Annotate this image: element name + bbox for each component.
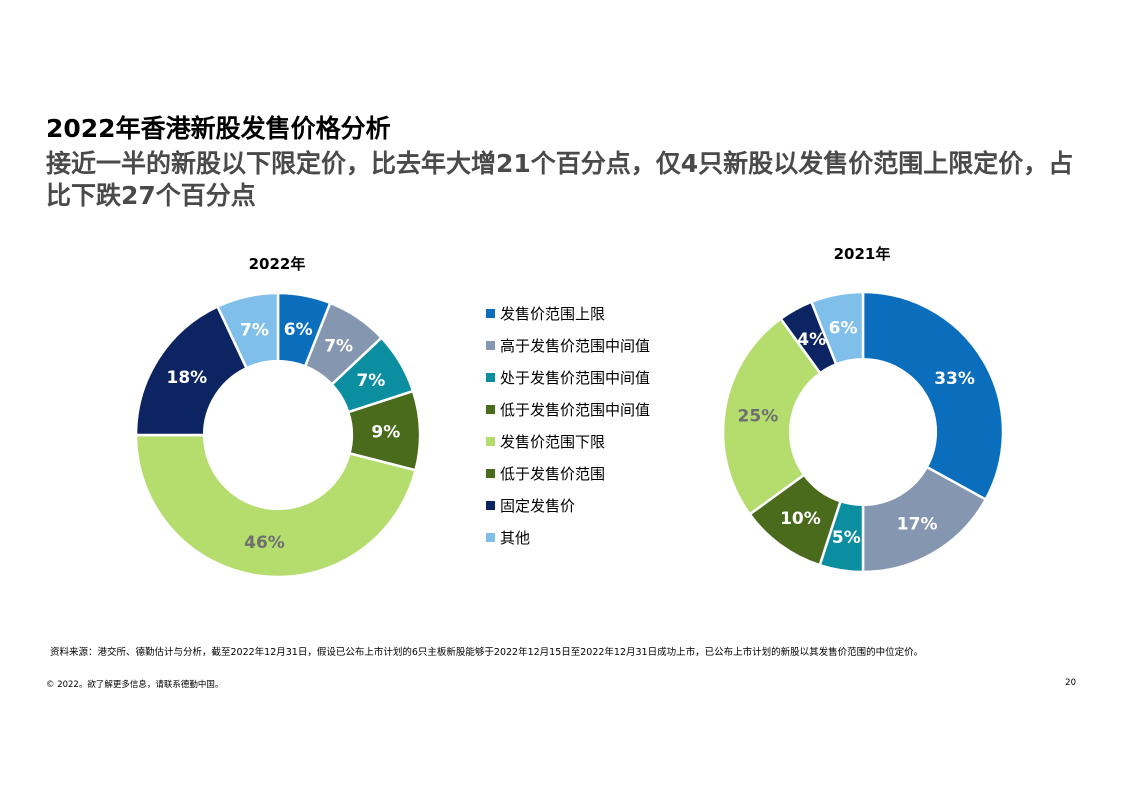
donut-slice bbox=[134, 433, 418, 579]
page-title: 2022年香港新股发售价格分析 bbox=[46, 114, 391, 143]
donut-slice bbox=[861, 290, 1005, 502]
source-note: 资料来源：港交所、德勤估计与分析，截至2022年12月31日，假设已公布上市计划… bbox=[50, 647, 924, 658]
donut-slice bbox=[134, 304, 249, 437]
legend-item: 高于发售价范围中间值 bbox=[486, 329, 650, 361]
legend-label: 发售价范围上限 bbox=[500, 304, 606, 323]
legend-label: 低于发售价范围 bbox=[500, 464, 606, 483]
legend-swatch bbox=[486, 404, 495, 414]
donut-chart-2021: 33% 17% 5% 10% 25% 4%6% bbox=[721, 290, 1005, 574]
donut-chart-2022: 6%7%7%9%46%18%7% bbox=[134, 291, 422, 579]
legend-label: 发售价范围下限 bbox=[500, 432, 606, 451]
legend-item: 低于发售价范围 bbox=[486, 457, 650, 489]
slice-data-label: 17% bbox=[897, 515, 938, 535]
legend-label: 固定发售价 bbox=[500, 496, 576, 515]
slice-data-label: 7% bbox=[356, 371, 385, 391]
slice-data-label: 5% bbox=[832, 528, 861, 548]
legend-label: 其他 bbox=[500, 528, 531, 547]
slice-data-label: 7% bbox=[324, 337, 353, 357]
legend-swatch bbox=[486, 532, 495, 542]
legend-item: 发售价范围下限 bbox=[486, 425, 650, 457]
legend-item: 固定发售价 bbox=[486, 489, 650, 521]
donut-slice bbox=[809, 290, 865, 366]
slice-data-label: 33% bbox=[934, 369, 975, 389]
chart-title-2022: 2022年 bbox=[248, 255, 306, 273]
legend-item: 低于发售价范围中间值 bbox=[486, 393, 650, 425]
slice-data-label: 4% bbox=[797, 330, 826, 350]
legend-label: 低于发售价范围中间值 bbox=[500, 400, 651, 419]
slice-data-label: 25% bbox=[738, 406, 779, 426]
legend-swatch bbox=[486, 308, 495, 318]
slice-data-label: 9% bbox=[371, 423, 400, 443]
legend-swatch bbox=[486, 340, 495, 350]
slice-data-label: 46% bbox=[244, 533, 285, 553]
slice-data-label: 6% bbox=[284, 320, 313, 340]
legend-item: 其他 bbox=[486, 521, 650, 553]
legend-swatch bbox=[486, 436, 495, 446]
donut-slice bbox=[861, 465, 988, 574]
page-number: 20 bbox=[1065, 678, 1076, 688]
slice-data-label: 6% bbox=[829, 318, 858, 338]
legend-item: 发售价范围上限 bbox=[486, 297, 650, 329]
donut-slice bbox=[215, 291, 280, 370]
legend-swatch bbox=[486, 468, 495, 478]
legend-swatch bbox=[486, 500, 495, 510]
slice-data-label: 10% bbox=[780, 509, 821, 529]
slice-data-label: 7% bbox=[240, 321, 269, 341]
legend-swatch bbox=[486, 372, 495, 382]
slice-data-label: 18% bbox=[167, 368, 208, 388]
page-subtitle: 接近一半的新股以下限定价，比去年大增21个百分点，仅4只新股以发售价范围上限定价… bbox=[46, 149, 1074, 210]
donut-slice bbox=[721, 316, 822, 517]
legend-label: 高于发售价范围中间值 bbox=[500, 336, 651, 355]
legend-item: 处于发售价范围中间值 bbox=[486, 361, 650, 393]
legend-label: 处于发售价范围中间值 bbox=[500, 368, 651, 387]
chart-legend: 发售价范围上限高于发售价范围中间值 处于发售价范围中间值 低于发售价范围中间值 发售价… bbox=[486, 297, 650, 553]
copyright-note: © 2022。欲了解更多信息，请联系德勤中国。 bbox=[46, 680, 224, 690]
chart-title-2021: 2021年 bbox=[833, 245, 891, 263]
